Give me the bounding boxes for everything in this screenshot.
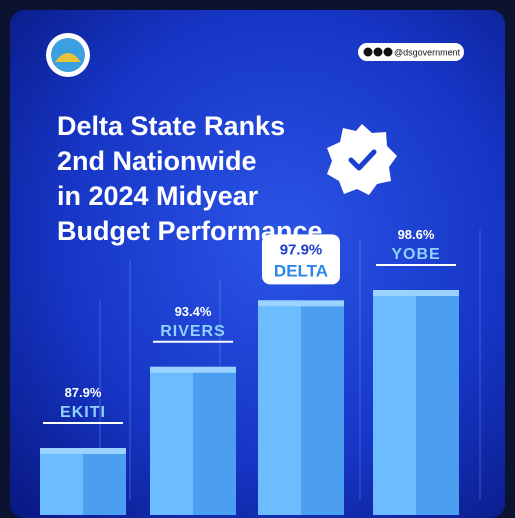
value-label: 98.6% [398,227,435,242]
bar [373,290,459,515]
social-pill [358,43,464,61]
bar-cap [150,366,236,373]
social-icon [373,47,383,57]
bar-cap [40,448,126,454]
category-label: YOBE [391,246,440,263]
category-label: RIVERS [160,323,226,340]
category-label: DELTA [274,261,328,280]
value-label: 93.4% [175,304,212,319]
value-label: 97.9% [280,241,323,258]
category-label: EKITI [60,404,106,421]
verified-badge [327,124,397,195]
social-icon [383,47,393,57]
bar [40,448,126,515]
chart-title: in 2024 Midyear [57,181,259,211]
bar-cap [373,290,459,296]
chart-title: Delta State Ranks [57,111,285,141]
bar [150,366,236,515]
social-icon [363,47,373,57]
bar-cap [258,300,344,307]
social-handle: @dsgovernment [394,48,461,58]
value-label: 87.9% [65,385,102,400]
highlight-box [262,234,340,285]
chart-title: 2nd Nationwide [57,146,257,176]
bar [258,300,344,515]
logo-emblem [55,53,81,62]
